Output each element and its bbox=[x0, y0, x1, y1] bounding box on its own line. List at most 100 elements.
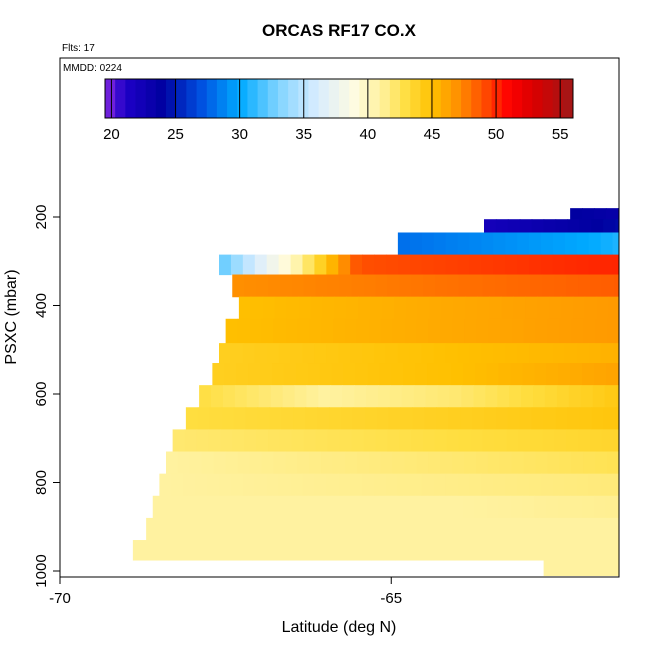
colorbar-tick-label: 55 bbox=[552, 126, 569, 143]
heatmap-cell bbox=[576, 473, 590, 497]
heatmap-cell bbox=[445, 232, 459, 256]
flights-note: Flts: 17 bbox=[62, 43, 95, 54]
heatmap-cell bbox=[397, 232, 411, 256]
heatmap-cell bbox=[222, 385, 236, 408]
heatmap-cell bbox=[638, 275, 650, 298]
heatmap-cell bbox=[314, 254, 327, 276]
heatmap-cell bbox=[440, 318, 453, 344]
heatmap-cell bbox=[576, 254, 590, 276]
heatmap-cell bbox=[453, 296, 467, 320]
heatmap-cell bbox=[310, 296, 323, 320]
heatmap-cell bbox=[579, 407, 592, 430]
heatmap-cell bbox=[601, 429, 615, 453]
heatmap-cell bbox=[295, 363, 309, 386]
heatmap-cell bbox=[379, 363, 392, 386]
heatmap-cells bbox=[132, 208, 650, 577]
heatmap-cell bbox=[590, 274, 603, 298]
heatmap-cell bbox=[605, 363, 619, 386]
heatmap-cell bbox=[351, 274, 365, 298]
heatmap-cell bbox=[570, 363, 583, 386]
heatmap-cell bbox=[630, 208, 643, 220]
heatmap-cell bbox=[180, 540, 194, 561]
heatmap-cell bbox=[542, 274, 555, 298]
heatmap-cell bbox=[278, 473, 292, 497]
heatmap-cell bbox=[211, 385, 224, 408]
y-axis: 200 400 600 800 1000 bbox=[33, 204, 60, 588]
heatmap-cell bbox=[367, 363, 380, 386]
heatmap-cell bbox=[188, 495, 202, 519]
heatmap-cell bbox=[507, 219, 521, 234]
heatmap-cell bbox=[261, 451, 274, 475]
heatmap-cell bbox=[583, 451, 596, 475]
heatmap-cell bbox=[546, 363, 559, 386]
heatmap-cell bbox=[498, 363, 512, 386]
heatmap-cell bbox=[510, 363, 524, 386]
heatmap-cell bbox=[555, 559, 569, 577]
heatmap-cell bbox=[385, 254, 399, 276]
heatmap-cell bbox=[493, 232, 506, 256]
heatmap-cell bbox=[432, 517, 445, 541]
colorbar-tick-label: 25 bbox=[167, 126, 184, 143]
heatmap-cell bbox=[400, 407, 414, 430]
heatmap-cell bbox=[639, 219, 650, 233]
heatmap-cell bbox=[506, 429, 520, 453]
heatmap-cell bbox=[229, 517, 243, 541]
heatmap-cell bbox=[592, 385, 606, 408]
heatmap-cell bbox=[534, 363, 547, 386]
heatmap-cell bbox=[529, 343, 542, 364]
heatmap-cell bbox=[486, 363, 500, 386]
heatmap-cell bbox=[597, 540, 611, 561]
heatmap-cell bbox=[260, 495, 273, 519]
heatmap-cell bbox=[350, 254, 363, 276]
heatmap-cell bbox=[538, 540, 551, 561]
heatmap-cell bbox=[505, 473, 518, 497]
heatmap-cell bbox=[462, 363, 476, 386]
heatmap-cell bbox=[354, 385, 367, 408]
heatmap-cell bbox=[481, 254, 494, 276]
heatmap-cell bbox=[535, 451, 549, 475]
colorbar-segment bbox=[369, 79, 381, 118]
heatmap-cell bbox=[268, 429, 281, 453]
heatmap-cell bbox=[617, 208, 619, 220]
heatmap-cell bbox=[429, 296, 443, 320]
heatmap-cell bbox=[613, 274, 619, 298]
heatmap-cell bbox=[380, 318, 394, 344]
heatmap-cell bbox=[236, 495, 249, 519]
heatmap-cell bbox=[291, 274, 305, 298]
heatmap-cell bbox=[465, 296, 478, 320]
colorbar-segment bbox=[349, 79, 360, 118]
heatmap-cell bbox=[466, 540, 480, 561]
heatmap-cell bbox=[368, 318, 382, 344]
heatmap-cell bbox=[309, 451, 322, 475]
heatmap-cell bbox=[387, 429, 400, 453]
heatmap-cell bbox=[469, 473, 482, 497]
heatmap-cell bbox=[588, 254, 602, 276]
colorbar-segment bbox=[277, 79, 289, 118]
heatmap-cell bbox=[374, 254, 387, 276]
heatmap-cell bbox=[343, 495, 357, 519]
heatmap-cell bbox=[631, 452, 644, 475]
heatmap-cell bbox=[302, 254, 316, 276]
heatmap-cell bbox=[421, 254, 435, 276]
heatmap-cell bbox=[351, 429, 365, 453]
heatmap-cell bbox=[616, 385, 619, 408]
heatmap-cell bbox=[642, 363, 650, 386]
heatmap-cell bbox=[591, 407, 604, 430]
colorbar-tick-label: 30 bbox=[231, 126, 248, 143]
heatmap-cell bbox=[593, 495, 607, 519]
heatmap-cell bbox=[529, 232, 542, 256]
heatmap-cell bbox=[146, 517, 159, 541]
heatmap-cell bbox=[461, 385, 474, 408]
heatmap-cell bbox=[518, 274, 531, 298]
heatmap-cell bbox=[507, 407, 521, 430]
heatmap-cell bbox=[567, 219, 580, 234]
heatmap-cell bbox=[595, 318, 608, 344]
heatmap-cell bbox=[540, 232, 554, 256]
heatmap-cell bbox=[611, 517, 619, 541]
heatmap-cell bbox=[336, 517, 350, 541]
heatmap-cell bbox=[306, 385, 319, 408]
heatmap-cell bbox=[615, 407, 619, 430]
heatmap-cell bbox=[338, 343, 351, 364]
heatmap-cell bbox=[318, 385, 331, 408]
heatmap-cell bbox=[434, 274, 448, 298]
